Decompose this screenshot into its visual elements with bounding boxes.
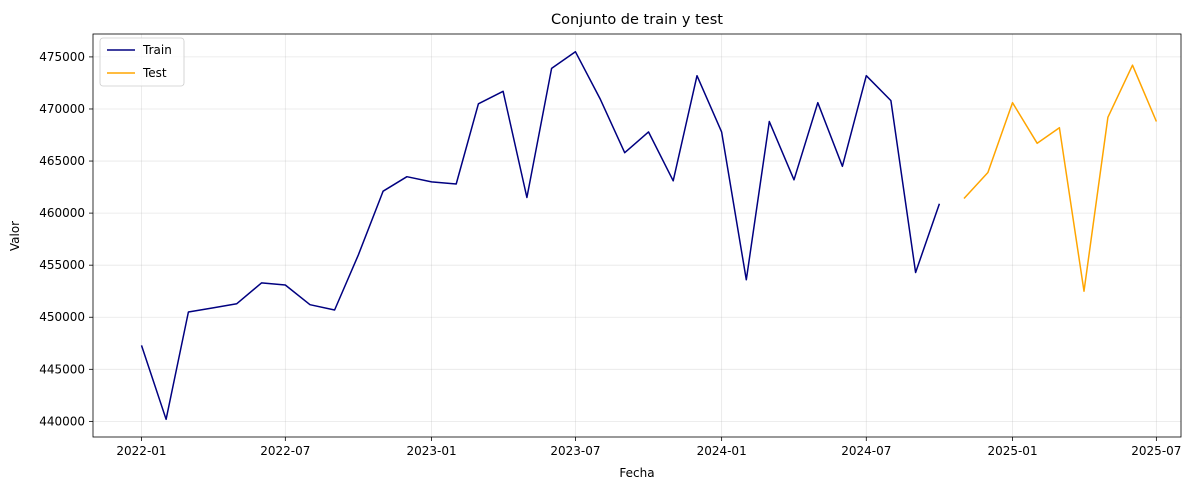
grid: [93, 34, 1181, 437]
plot-area-frame: [92, 33, 1182, 438]
x-tick-label: 2022-01: [116, 444, 166, 458]
x-tick-label: 2022-07: [260, 444, 310, 458]
y-tick-label: 475000: [39, 50, 85, 64]
y-tick-label: 440000: [39, 414, 85, 428]
axis-ticks: 2022-01 2022-07 2023-01 2023-07 2024-01 2024-…: [39, 50, 1181, 458]
legend-train-label: Train: [142, 43, 172, 57]
series-line-train: [140, 50, 941, 421]
y-tick-label: 445000: [39, 362, 85, 376]
series-line-test: [963, 64, 1158, 292]
x-tick-label: 2025-01: [987, 444, 1037, 458]
y-tick-label: 450000: [39, 310, 85, 324]
y-axis-label: Valor: [8, 221, 22, 251]
y-tick-label: 455000: [39, 258, 85, 272]
legend-test-label: Test: [142, 66, 167, 80]
series-lines: [140, 50, 1158, 421]
legend: Train Test: [99, 37, 185, 87]
x-axis-label: Fecha: [619, 466, 654, 480]
chart-title: Conjunto de train y test: [551, 12, 723, 28]
x-tick-label: 2025-07: [1131, 444, 1181, 458]
x-tick-label: 2024-07: [841, 444, 891, 458]
y-tick-label: 460000: [39, 206, 85, 220]
x-tick-label: 2024-01: [697, 444, 747, 458]
x-tick-label: 2023-01: [406, 444, 456, 458]
y-tick-label: 465000: [39, 154, 85, 168]
y-tick-label: 470000: [39, 102, 85, 116]
x-tick-label: 2023-07: [550, 444, 600, 458]
